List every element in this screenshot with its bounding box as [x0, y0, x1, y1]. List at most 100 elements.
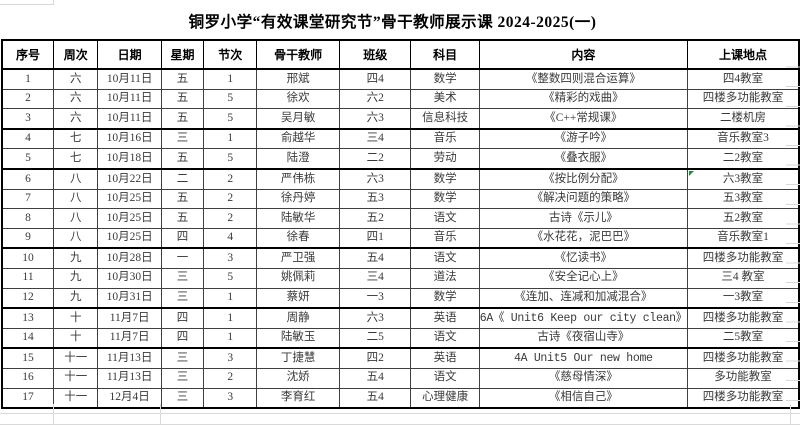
table-cell[interactable]: 邢斌 — [256, 68, 341, 90]
table-cell[interactable]: 11月13日 — [97, 367, 162, 389]
table-cell[interactable]: 五2 — [339, 208, 412, 229]
table-cell[interactable]: 1 — [203, 68, 258, 90]
table-cell[interactable]: 12月4日 — [97, 387, 162, 409]
table-cell[interactable]: 沈娇 — [256, 367, 341, 389]
table-cell[interactable]: 三 — [160, 387, 205, 409]
table-cell[interactable]: 六 — [53, 68, 99, 90]
table-cell[interactable]: 一3教室 — [686, 287, 800, 310]
table-cell[interactable]: 5 — [203, 267, 258, 289]
table-cell[interactable]: 14 — [1, 327, 55, 350]
table-cell[interactable]: 四楼多功能教室 — [686, 247, 800, 269]
table-cell[interactable]: 5 — [203, 108, 258, 130]
column-header[interactable]: 周次 — [53, 39, 99, 70]
table-cell[interactable]: 八 — [53, 227, 99, 250]
table-cell[interactable]: 三 — [160, 128, 205, 150]
table-cell[interactable]: 《相信自己》 — [478, 387, 688, 409]
table-cell[interactable]: 四4教室 — [686, 68, 800, 90]
column-header[interactable]: 骨干教师 — [256, 39, 341, 70]
table-cell[interactable]: 《安全记心上》 — [478, 267, 688, 289]
table-cell[interactable]: 英语 — [410, 347, 480, 369]
table-cell[interactable]: 四4 — [339, 68, 412, 90]
table-cell[interactable]: 六 — [53, 108, 99, 130]
table-cell[interactable]: 数学 — [410, 168, 480, 190]
table-cell[interactable]: 九 — [53, 247, 99, 269]
column-header[interactable]: 班级 — [339, 39, 412, 70]
table-cell[interactable]: 李育红 — [256, 387, 341, 409]
table-cell[interactable]: 十一 — [53, 347, 99, 369]
table-cell[interactable]: 10月28日 — [97, 247, 162, 269]
table-cell[interactable]: 十一 — [53, 367, 99, 389]
table-cell[interactable]: 1 — [203, 287, 258, 310]
table-cell[interactable]: 陆敏玉 — [256, 327, 341, 350]
table-cell[interactable]: 徐丹婷 — [256, 188, 341, 210]
table-cell[interactable]: 二楼机房 — [686, 108, 800, 130]
table-cell[interactable]: 五2教室 — [686, 208, 800, 229]
column-header[interactable]: 科目 — [410, 39, 480, 70]
column-header[interactable]: 节次 — [203, 39, 258, 70]
table-cell[interactable]: 《叠衣服》 — [478, 148, 688, 170]
table-cell[interactable]: 八 — [53, 168, 99, 190]
table-cell[interactable]: 数学 — [410, 287, 480, 310]
column-header[interactable]: 序号 — [1, 39, 55, 70]
table-cell[interactable]: 三 — [160, 367, 205, 389]
table-cell[interactable]: 五 — [160, 108, 205, 130]
table-cell[interactable]: 5 — [1, 148, 55, 170]
table-cell[interactable]: 道法 — [410, 267, 480, 289]
table-cell[interactable]: 五 — [160, 148, 205, 170]
table-cell[interactable]: 三4 — [339, 267, 412, 289]
table-cell[interactable]: 七 — [53, 128, 99, 150]
table-cell[interactable]: 二5 — [339, 327, 412, 350]
table-cell[interactable]: 10月22日 — [97, 168, 162, 190]
table-cell[interactable]: 陆澄 — [256, 148, 341, 170]
table-cell[interactable]: 语文 — [410, 208, 480, 229]
table-cell[interactable]: 五3 — [339, 188, 412, 210]
table-cell[interactable]: 吴月敏 — [256, 108, 341, 130]
table-cell[interactable]: 信息科技 — [410, 108, 480, 130]
table-cell[interactable]: 10月25日 — [97, 227, 162, 250]
table-cell[interactable]: 四 — [160, 227, 205, 250]
table-cell[interactable]: 16 — [1, 367, 55, 389]
table-cell[interactable]: 17 — [1, 387, 55, 409]
table-cell[interactable]: 俞越华 — [256, 128, 341, 150]
table-cell[interactable]: 1 — [203, 128, 258, 150]
table-cell[interactable]: 四楼多功能教室 — [686, 387, 800, 409]
table-cell[interactable]: 《整数四则混合运算》 — [478, 68, 688, 90]
column-header[interactable]: 上课地点 — [686, 39, 800, 70]
table-cell[interactable]: 4 — [203, 227, 258, 250]
table-cell[interactable]: 5 — [203, 88, 258, 110]
table-cell[interactable]: 四1 — [339, 227, 412, 250]
table-cell[interactable]: 陆敏华 — [256, 208, 341, 229]
table-cell[interactable]: 五 — [160, 208, 205, 229]
table-cell[interactable]: 10月25日 — [97, 188, 162, 210]
table-cell[interactable]: 英语 — [410, 307, 480, 329]
table-cell[interactable]: 三 — [160, 267, 205, 289]
table-cell[interactable]: 六3 — [339, 307, 412, 329]
table-cell[interactable]: 十 — [53, 307, 99, 329]
table-cell[interactable]: 10月25日 — [97, 208, 162, 229]
table-cell[interactable]: 10月11日 — [97, 108, 162, 130]
table-cell[interactable]: 3 — [203, 347, 258, 369]
table-cell[interactable]: 2 — [203, 188, 258, 210]
column-header[interactable]: 星期 — [160, 39, 205, 70]
table-cell[interactable]: 3 — [203, 247, 258, 269]
table-cell[interactable]: 严卫强 — [256, 247, 341, 269]
table-cell[interactable]: 五4 — [339, 367, 412, 389]
table-cell[interactable]: 10月30日 — [97, 267, 162, 289]
table-cell[interactable]: 语文 — [410, 367, 480, 389]
table-cell[interactable]: 六3 — [339, 168, 412, 190]
table-cell[interactable]: 一3 — [339, 287, 412, 310]
table-cell[interactable]: 六2 — [339, 88, 412, 110]
table-cell[interactable]: 3 — [1, 108, 55, 130]
table-cell[interactable]: 10月31日 — [97, 287, 162, 310]
table-cell[interactable]: 四2 — [339, 347, 412, 369]
page-title[interactable]: 铜罗小学“有效课堂研究节”骨干教师展示课 2024-2025(一) — [188, 14, 597, 31]
table-cell[interactable]: 多功能教室 — [686, 367, 800, 389]
table-cell[interactable]: 三4 — [339, 128, 412, 150]
table-cell[interactable]: 五 — [160, 188, 205, 210]
table-cell[interactable]: 10月18日 — [97, 148, 162, 170]
table-cell[interactable]: 美术 — [410, 88, 480, 110]
column-header[interactable]: 日期 — [97, 39, 162, 70]
table-cell[interactable]: 2 — [1, 88, 55, 110]
table-cell[interactable]: 11月7日 — [97, 327, 162, 350]
table-cell[interactable]: 劳动 — [410, 148, 480, 170]
